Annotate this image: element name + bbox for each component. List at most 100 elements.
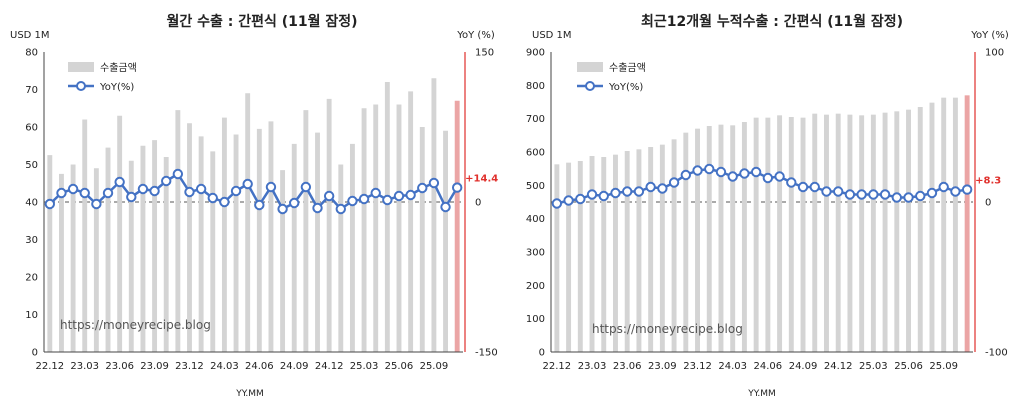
right-bar-24.11 bbox=[824, 114, 829, 353]
right-bar-24.02 bbox=[718, 124, 724, 353]
left-yoy-point-24.05 bbox=[242, 178, 253, 190]
left-bar-23.11 bbox=[175, 110, 181, 352]
right-x-tick-label: 23.03 bbox=[578, 361, 607, 372]
right-y-tick-label: 700 bbox=[526, 114, 545, 125]
left-yoy-point-24.02 bbox=[207, 192, 218, 204]
right-bar-25.10 bbox=[952, 97, 958, 353]
left-bar-24.08 bbox=[280, 170, 286, 352]
right-x-axis-label: YY.MM bbox=[747, 389, 776, 399]
left-yoy-point-23.05 bbox=[102, 187, 114, 199]
left-bar-23.08 bbox=[140, 145, 146, 352]
left-yoy-point-25.06 bbox=[393, 190, 405, 202]
right-yoy-point-24.02 bbox=[715, 166, 727, 178]
left-bars bbox=[47, 78, 460, 352]
right-yoy-point-25.09 bbox=[938, 181, 949, 193]
right-y-tick-label: 0 bbox=[539, 348, 545, 359]
left-x-tick-label: 23.03 bbox=[70, 361, 99, 372]
right-bar-24.04 bbox=[741, 122, 747, 352]
right-y2-tick-label: 0 bbox=[985, 198, 991, 209]
right-x-tick-label: 22.12 bbox=[543, 361, 572, 372]
right-legend-line-label: YoY(%) bbox=[608, 82, 643, 93]
right-bar-24.07 bbox=[777, 115, 783, 352]
right-watermark: https://moneyrecipe.blog bbox=[592, 322, 743, 336]
right-bar-23.06 bbox=[624, 151, 630, 352]
right-chart: 최근12개월 누적수출 : 간편식 (11월 잠정) USD 1M YoY (%… bbox=[526, 13, 1009, 399]
left-chart: 월간 수출 : 간편식 (11월 잠정) USD 1M YoY (%) 0 10 2… bbox=[10, 13, 498, 399]
left-yoy-point-24.11 bbox=[312, 202, 323, 214]
right-bar-22.12 bbox=[554, 164, 560, 352]
left-bar-25.07 bbox=[408, 91, 414, 352]
right-bar-25.07 bbox=[917, 107, 923, 352]
left-yoy-point-23.07 bbox=[126, 191, 137, 203]
right-yoy-point-24.08 bbox=[786, 177, 797, 188]
left-x-tick-label: 23.09 bbox=[140, 361, 169, 372]
left-x-tick-label: 24.09 bbox=[280, 361, 309, 372]
left-yoy-point-23.11 bbox=[172, 168, 184, 180]
right-y-tick-label: 200 bbox=[526, 281, 545, 292]
left-y-unit: USD 1M bbox=[10, 30, 50, 41]
left-bar-25.09 bbox=[431, 78, 437, 352]
right-yoy-point-25.02 bbox=[856, 189, 867, 200]
left-bar-25.06 bbox=[396, 104, 402, 352]
right-y-tick-label: 100 bbox=[526, 314, 545, 325]
left-y2-tick-label: 0 bbox=[475, 198, 481, 209]
left-bar-23.02 bbox=[70, 164, 76, 352]
right-yoy-point-25.08 bbox=[926, 187, 938, 199]
right-bar-24.10 bbox=[812, 113, 818, 353]
left-bar-23.04 bbox=[93, 168, 99, 352]
left-yoy-point-25.02 bbox=[347, 195, 358, 207]
left-x-tick-label: 24.03 bbox=[210, 361, 239, 372]
right-y2-tick-label: 100 bbox=[985, 48, 1004, 59]
right-y-tick-label: 300 bbox=[526, 248, 545, 259]
right-yoy-point-25.05 bbox=[891, 192, 903, 203]
right-legend-bar-swatch bbox=[577, 62, 603, 72]
right-bar-25.06 bbox=[906, 109, 911, 353]
left-bar-24.05 bbox=[245, 93, 251, 352]
left-y2-tick-label: 150 bbox=[475, 48, 494, 59]
right-x-tick-label: 23.06 bbox=[613, 361, 642, 372]
right-x-tick-label: 25.03 bbox=[859, 361, 888, 372]
left-legend: 수출금액 YoY(%) bbox=[68, 62, 137, 93]
right-yoy-point-25.11 bbox=[961, 184, 973, 195]
left-yoy-line bbox=[44, 168, 463, 215]
right-bar-25.04 bbox=[882, 112, 888, 353]
right-bar-25.05 bbox=[894, 111, 900, 352]
right-y-tick-label: 500 bbox=[526, 181, 545, 192]
left-yoy-point-25.08 bbox=[417, 182, 428, 194]
right-y-unit: USD 1M bbox=[532, 30, 572, 41]
right-yoy-point-25.01 bbox=[844, 189, 856, 200]
right-yoy-point-25.10 bbox=[950, 186, 961, 197]
left-watermark: https://moneyrecipe.blog bbox=[60, 318, 211, 332]
left-yoy-point-23.04 bbox=[91, 198, 102, 210]
right-x-tick-label: 24.09 bbox=[789, 361, 818, 372]
left-y-tick-label: 50 bbox=[25, 160, 38, 171]
right-y2-tick-label: -100 bbox=[985, 348, 1008, 359]
right-y-tick-label: 600 bbox=[526, 148, 545, 159]
left-y2-unit: YoY (%) bbox=[456, 30, 495, 41]
right-yoy-point-24.07 bbox=[774, 171, 785, 182]
left-y-tick-label: 70 bbox=[25, 85, 38, 96]
right-chart-title: 최근12개월 누적수출 : 간편식 (11월 잠정) bbox=[641, 13, 903, 30]
left-bar-23.03 bbox=[82, 119, 88, 352]
left-axes: 0 10 20 30 40 50 60 70 80 -150 0 150 22.12 23.03 23.06… bbox=[25, 48, 497, 373]
left-yoy-point-23.03 bbox=[79, 187, 90, 199]
right-yoy-point-24.04 bbox=[739, 168, 750, 179]
right-axes: 0 100 200 300 400 500 600 700 800 900 -100 0 100 22.1… bbox=[526, 48, 1008, 373]
left-yoy-point-25.07 bbox=[405, 189, 416, 201]
right-x-tick-label: 25.06 bbox=[894, 361, 923, 372]
left-bar-24.04 bbox=[233, 134, 239, 352]
left-bar-25.03 bbox=[361, 108, 367, 352]
right-bar-24.01 bbox=[706, 126, 712, 352]
left-yoy-point-25.11 bbox=[451, 182, 463, 193]
left-yoy-point-23.02 bbox=[67, 183, 79, 195]
left-legend-line-label: YoY(%) bbox=[99, 82, 134, 93]
right-yoy-point-24.09 bbox=[797, 181, 809, 193]
left-bar-24.02 bbox=[210, 151, 216, 352]
right-yoy-point-23.05 bbox=[610, 187, 621, 199]
left-bar-24.06 bbox=[256, 128, 262, 352]
right-bar-23.08 bbox=[648, 147, 654, 352]
left-legend-marker bbox=[76, 81, 86, 91]
left-x-tick-label: 25.06 bbox=[385, 361, 414, 372]
right-bar-24.06 bbox=[765, 117, 771, 353]
left-bar-23.07 bbox=[128, 160, 134, 352]
